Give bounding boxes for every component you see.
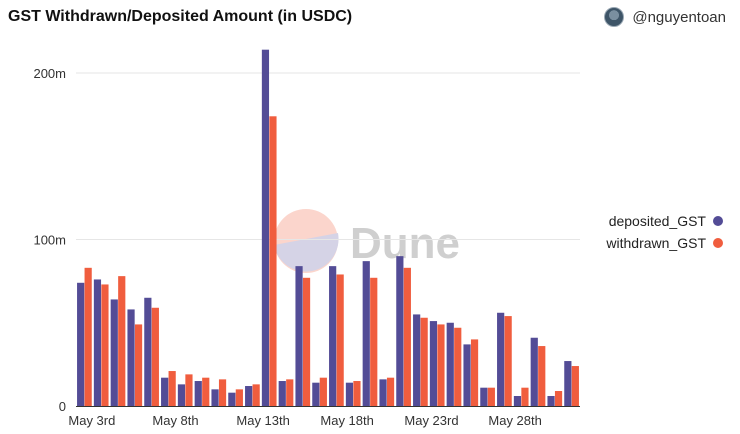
- bar-withdrawn_GST-16: [353, 381, 361, 406]
- bar-withdrawn_GST-1: [101, 284, 109, 406]
- bar-withdrawn_GST-26: [521, 387, 529, 406]
- x-tick-label-0: May 3rd: [68, 413, 115, 428]
- bar-deposited_GST-19: [396, 256, 404, 406]
- bar-deposited_GST-21: [429, 321, 438, 406]
- bar-deposited_GST-13: [295, 266, 303, 406]
- bar-deposited_GST-29: [564, 361, 572, 406]
- bar-withdrawn_GST-10: [252, 384, 260, 406]
- legend-item-deposited[interactable]: deposited_GST: [598, 210, 723, 232]
- legend-swatch-deposited: [713, 216, 723, 226]
- bar-deposited_GST-25: [497, 312, 505, 406]
- bar-withdrawn_GST-15: [336, 274, 344, 406]
- dune-watermark: Dune: [274, 209, 460, 273]
- y-tick-label-0: 0: [59, 399, 66, 414]
- bar-withdrawn_GST-14: [319, 377, 327, 406]
- x-tick-label-10: May 13th: [236, 413, 289, 428]
- bar-deposited_GST-20: [413, 314, 421, 406]
- bar-deposited_GST-11: [261, 49, 270, 406]
- y-tick-label-200m: 200m: [33, 66, 66, 81]
- bar-withdrawn_GST-13: [302, 277, 311, 406]
- legend-label-withdrawn: withdrawn_GST: [606, 235, 706, 251]
- x-tick-label-5: May 8th: [152, 413, 198, 428]
- bar-withdrawn_GST-9: [235, 389, 243, 406]
- avatar: [604, 7, 625, 27]
- bar-deposited_GST-22: [446, 322, 454, 406]
- bar-deposited_GST-28: [547, 396, 555, 406]
- x-tick-label-15: May 18th: [320, 413, 373, 428]
- bar-withdrawn_GST-5: [168, 371, 176, 406]
- bar-withdrawn_GST-25: [504, 316, 512, 406]
- bar-deposited_GST-12: [278, 381, 286, 406]
- bar-withdrawn_GST-24: [487, 387, 495, 406]
- x-tick-label-25: May 28th: [488, 413, 541, 428]
- bar-deposited_GST-17: [362, 261, 370, 406]
- bar-deposited_GST-14: [312, 382, 320, 406]
- y-tick-label-100m: 100m: [33, 233, 66, 248]
- bar-deposited_GST-2: [110, 299, 118, 406]
- bar-withdrawn_GST-7: [202, 377, 210, 406]
- legend-item-withdrawn[interactable]: withdrawn_GST: [598, 232, 723, 254]
- bar-withdrawn_GST-29: [571, 366, 579, 406]
- legend: deposited_GST withdrawn_GST: [598, 210, 723, 254]
- bar-withdrawn_GST-23: [470, 339, 479, 406]
- bar-deposited_GST-4: [144, 297, 152, 406]
- bar-withdrawn_GST-18: [386, 377, 395, 406]
- bar-deposited_GST-24: [480, 387, 488, 406]
- bar-withdrawn_GST-0: [84, 267, 92, 406]
- bar-withdrawn_GST-19: [403, 267, 411, 406]
- bar-deposited_GST-1: [93, 279, 102, 406]
- bar-withdrawn_GST-27: [538, 346, 546, 406]
- bar-deposited_GST-7: [194, 381, 202, 406]
- bar-withdrawn_GST-11: [269, 116, 277, 406]
- bar-withdrawn_GST-2: [118, 276, 126, 406]
- bar-withdrawn_GST-20: [420, 317, 428, 406]
- bar-withdrawn_GST-4: [151, 307, 159, 406]
- bar-withdrawn_GST-17: [370, 277, 378, 406]
- bar-deposited_GST-27: [530, 337, 538, 406]
- chart-title: GST Withdrawn/Deposited Amount (in USDC): [8, 8, 353, 25]
- bar-withdrawn_GST-22: [454, 327, 462, 406]
- bar-deposited_GST-10: [245, 386, 253, 406]
- bar-deposited_GST-23: [463, 344, 471, 406]
- author-handle: @nguyentoan: [632, 8, 726, 26]
- dune-logo-icon: [274, 209, 338, 273]
- bar-withdrawn_GST-28: [554, 391, 563, 406]
- legend-swatch-withdrawn: [713, 238, 723, 248]
- bar-withdrawn_GST-3: [134, 324, 143, 406]
- bar-deposited_GST-3: [127, 309, 135, 406]
- bar-deposited_GST-26: [513, 396, 522, 406]
- bar-deposited_GST-5: [161, 377, 169, 406]
- bar-withdrawn_GST-12: [286, 379, 294, 406]
- bar-deposited_GST-0: [77, 282, 85, 406]
- bar-withdrawn_GST-8: [218, 379, 227, 406]
- bar-deposited_GST-15: [329, 266, 337, 406]
- watermark-text: Dune: [350, 219, 460, 268]
- bar-deposited_GST-18: [379, 379, 387, 406]
- x-tick-label-20: May 23rd: [404, 413, 458, 428]
- bar-deposited_GST-8: [211, 389, 219, 406]
- bar-deposited_GST-9: [228, 392, 236, 406]
- legend-label-deposited: deposited_GST: [608, 213, 706, 229]
- author-link[interactable]: @nguyentoan: [604, 7, 726, 27]
- bar-withdrawn_GST-6: [185, 374, 193, 406]
- bar-deposited_GST-16: [345, 382, 354, 406]
- bar-withdrawn_GST-21: [437, 324, 445, 406]
- bar-deposited_GST-6: [177, 384, 186, 406]
